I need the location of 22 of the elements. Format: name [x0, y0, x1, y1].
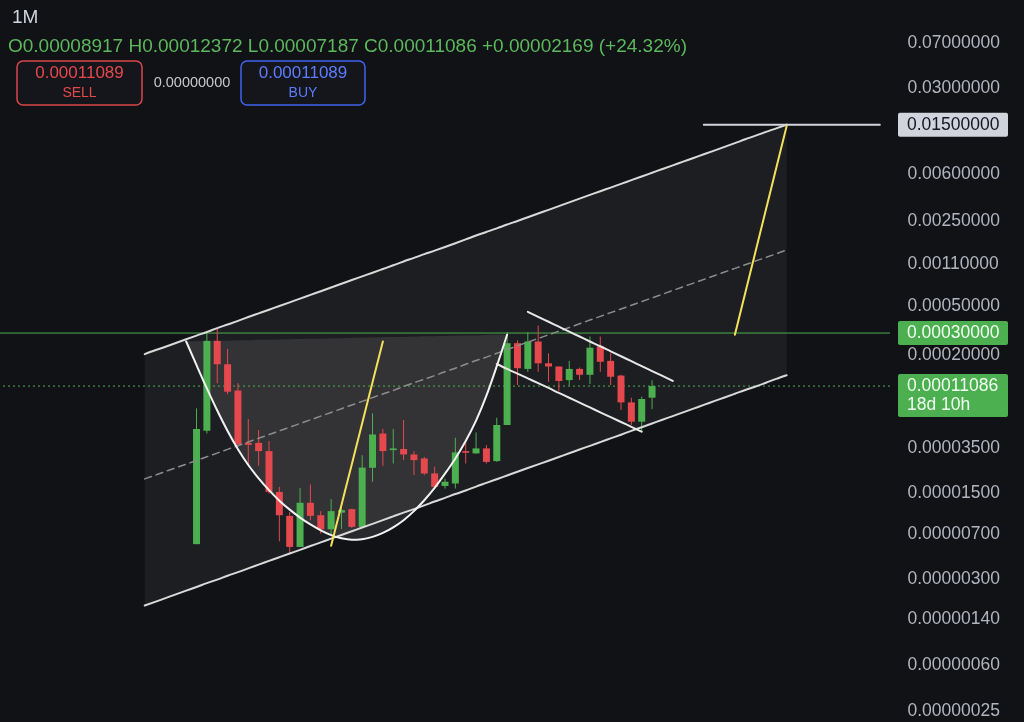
y-tick-label: 0.00600000 — [907, 162, 1001, 183]
chart-title: 1M — [12, 6, 39, 27]
y-tick-label: 0.00050000 — [907, 295, 1001, 316]
annotation: O0.00008917 H0.00012372 L0.00007187 C0.00011086 +0.00002169 (+24.32%) — [8, 35, 687, 56]
y-tick-label: 0.00000140 — [907, 608, 1001, 629]
y-tick-label: 0.00001500 — [907, 482, 1001, 503]
y-tick-label: 0.03000000 — [907, 77, 1001, 98]
y-tick-label: 0.00250000 — [907, 209, 1001, 230]
ref-line-label: 0.00011086 18d 10h — [907, 375, 999, 415]
y-tick-label: 0.00000025 — [907, 700, 1000, 721]
y-tick-label: 0.07000000 — [907, 32, 1001, 53]
annotation: 0.00011089 BUY — [258, 63, 348, 100]
annotation: 0.00011089 SELL — [35, 63, 124, 100]
y-tick-label: 0.00110000 — [907, 253, 999, 274]
y-tick-label: 0.00003500 — [907, 436, 1001, 457]
ref-line-label: 0.00030000 — [907, 322, 1000, 343]
y-tick-label: 0.00000300 — [907, 567, 1001, 588]
series-label: 0.01500000 — [907, 113, 1000, 134]
y-tick-label: 0.00000060 — [907, 653, 1001, 674]
annotation: 0.00000000 — [153, 74, 231, 90]
y-tick-label: 0.00020000 — [907, 344, 1001, 365]
y-tick-label: 0.00000700 — [907, 522, 1001, 543]
